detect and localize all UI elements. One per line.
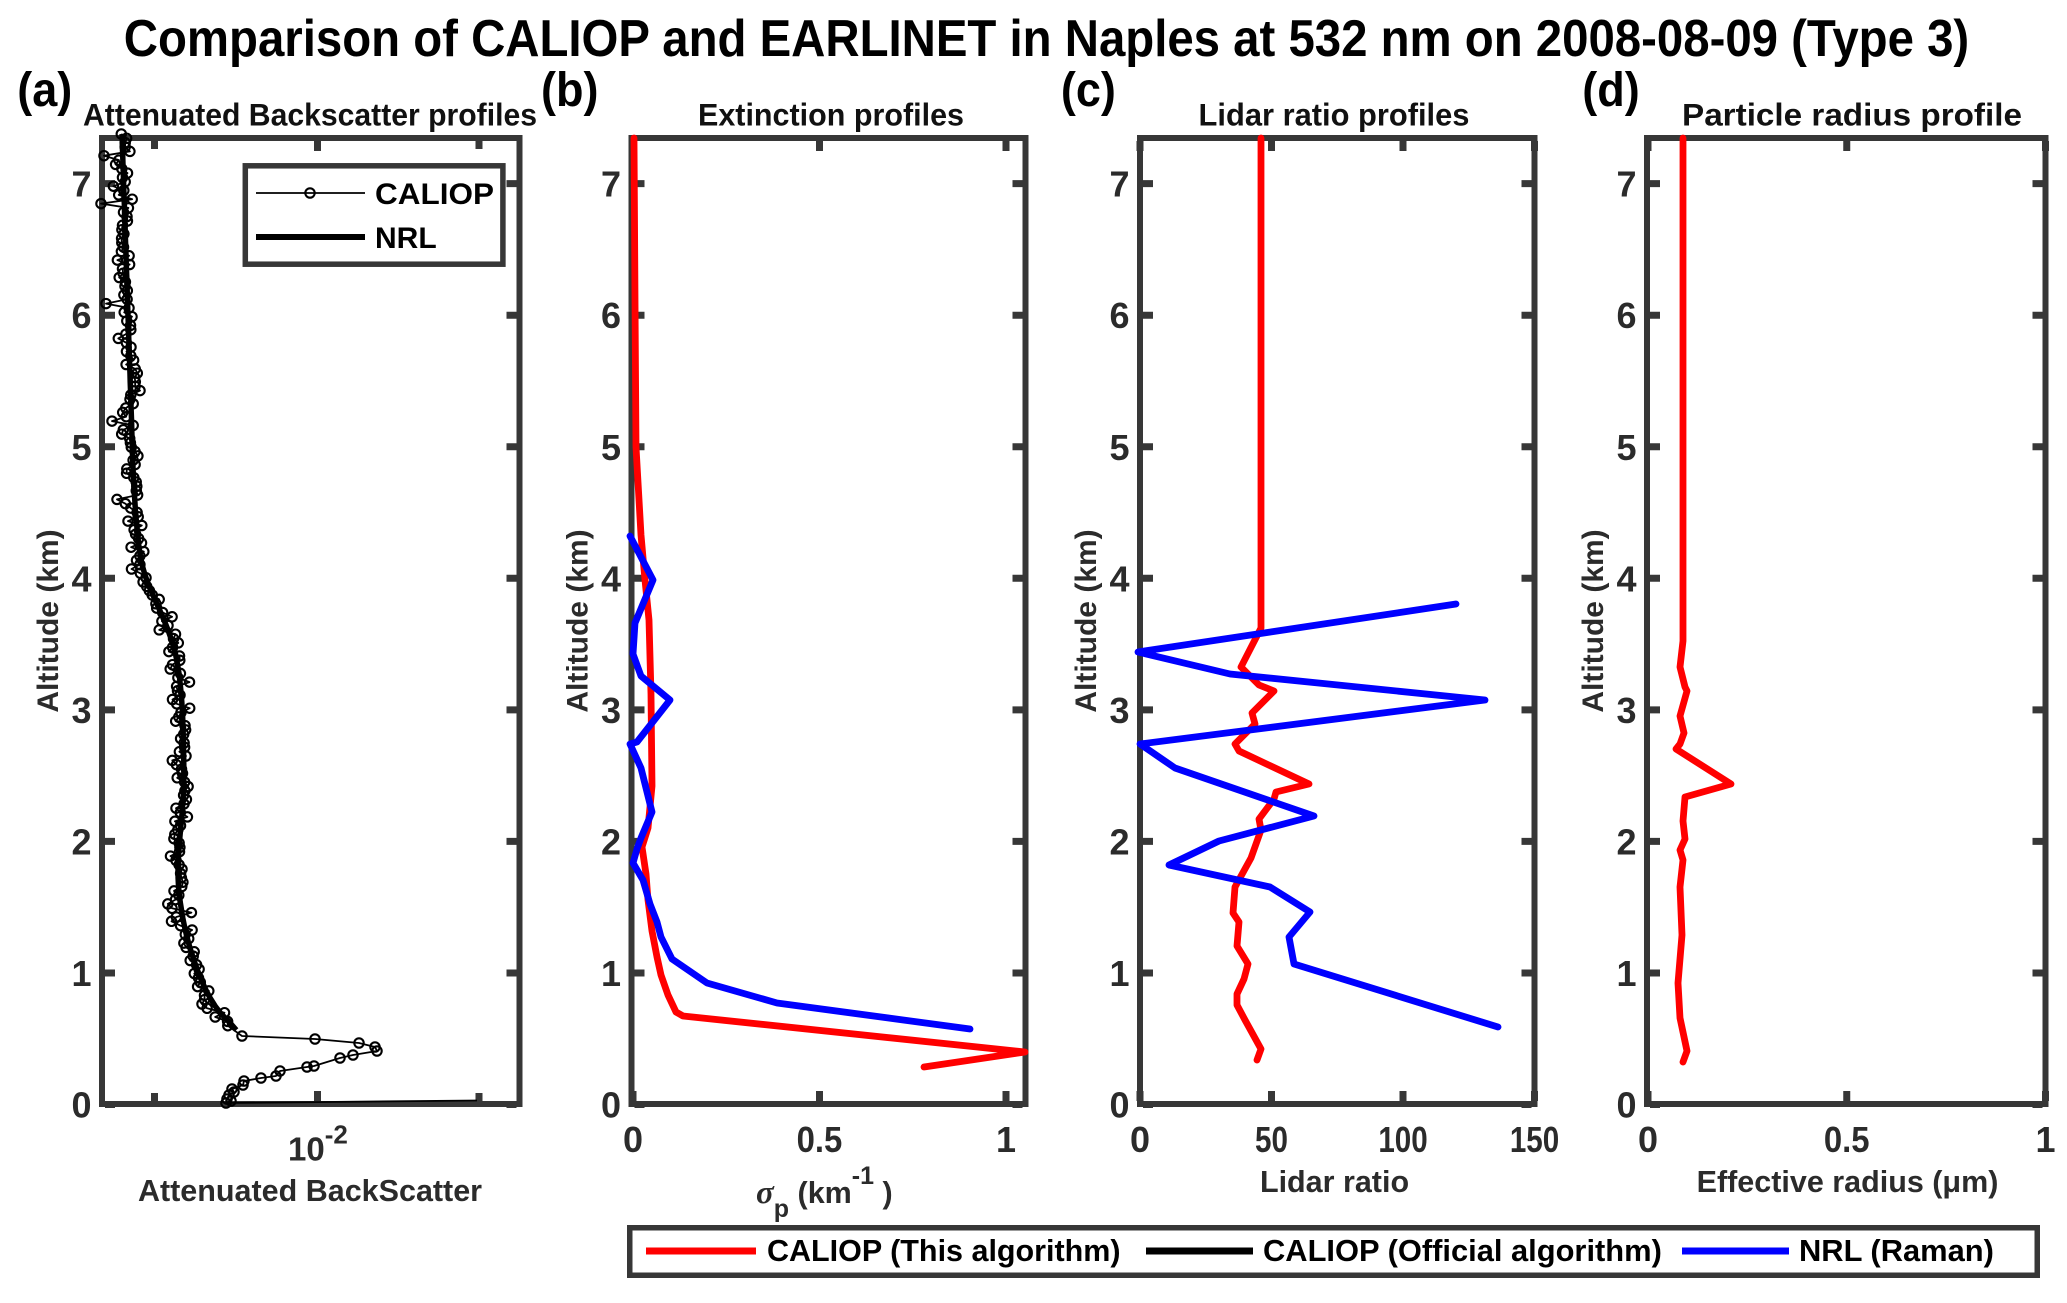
svg-text:(d): (d) bbox=[1582, 63, 1639, 117]
svg-text:σp (km-1 ): σp (km-1 ) bbox=[756, 1162, 893, 1223]
svg-text:6: 6 bbox=[1109, 295, 1129, 336]
svg-text:Altitude (km): Altitude (km) bbox=[1070, 529, 1103, 712]
svg-text:1: 1 bbox=[1109, 953, 1129, 994]
svg-text:0: 0 bbox=[1638, 1119, 1658, 1160]
svg-text:7: 7 bbox=[1109, 164, 1129, 205]
svg-text:Lidar ratio: Lidar ratio bbox=[1260, 1165, 1409, 1199]
svg-text:CALIOP (This algorithm): CALIOP (This algorithm) bbox=[767, 1234, 1121, 1268]
svg-text:3: 3 bbox=[1109, 690, 1129, 731]
svg-text:2: 2 bbox=[71, 821, 91, 862]
svg-text:4: 4 bbox=[601, 558, 621, 599]
svg-text:Altitude (km): Altitude (km) bbox=[32, 529, 65, 712]
svg-text:0.5: 0.5 bbox=[1824, 1121, 1870, 1161]
svg-text:0: 0 bbox=[1130, 1119, 1150, 1160]
svg-text:0.5: 0.5 bbox=[797, 1121, 843, 1161]
svg-text:0: 0 bbox=[623, 1119, 643, 1160]
svg-text:NRL (Raman): NRL (Raman) bbox=[1799, 1233, 1994, 1268]
svg-text:Comparison of CALIOP and EARLI: Comparison of CALIOP and EARLINET in Nap… bbox=[124, 9, 1969, 68]
svg-text:3: 3 bbox=[601, 690, 621, 731]
svg-text:0: 0 bbox=[601, 1085, 621, 1126]
svg-text:100: 100 bbox=[1378, 1119, 1427, 1159]
svg-text:Extinction profiles: Extinction profiles bbox=[698, 97, 964, 133]
svg-text:5: 5 bbox=[71, 427, 91, 468]
svg-text:1: 1 bbox=[71, 953, 91, 994]
svg-text:5: 5 bbox=[1109, 427, 1129, 468]
svg-text:6: 6 bbox=[601, 295, 621, 336]
svg-text:(c): (c) bbox=[1061, 63, 1116, 117]
svg-text:Altitude (km): Altitude (km) bbox=[562, 529, 595, 712]
svg-text:7: 7 bbox=[1616, 164, 1636, 205]
svg-text:1: 1 bbox=[2035, 1119, 2055, 1160]
svg-text:CALIOP (Official algorithm): CALIOP (Official algorithm) bbox=[1263, 1233, 1662, 1268]
svg-text:1: 1 bbox=[601, 953, 621, 994]
svg-text:2: 2 bbox=[1109, 821, 1129, 862]
svg-text:0: 0 bbox=[1109, 1085, 1129, 1126]
svg-text:7: 7 bbox=[71, 164, 91, 205]
svg-text:4: 4 bbox=[1616, 558, 1636, 599]
svg-text:(b): (b) bbox=[541, 63, 598, 117]
svg-text:2: 2 bbox=[601, 821, 621, 862]
svg-text:4: 4 bbox=[1109, 558, 1129, 599]
svg-text:CALIOP: CALIOP bbox=[375, 177, 494, 211]
svg-text:3: 3 bbox=[71, 690, 91, 731]
svg-text:Attenuated Backscatter profile: Attenuated Backscatter profiles bbox=[83, 97, 537, 133]
svg-text:3: 3 bbox=[1616, 690, 1636, 731]
svg-text:NRL: NRL bbox=[375, 222, 437, 255]
svg-text:0: 0 bbox=[71, 1085, 91, 1126]
svg-text:2: 2 bbox=[1616, 821, 1636, 862]
svg-text:Particle radius profile: Particle radius profile bbox=[1682, 97, 2022, 132]
svg-text:6: 6 bbox=[71, 295, 91, 336]
svg-text:1: 1 bbox=[996, 1119, 1016, 1160]
svg-text:Altitude (km): Altitude (km) bbox=[1577, 529, 1610, 712]
svg-text:4: 4 bbox=[71, 558, 91, 599]
svg-text:Effective radius (μm): Effective radius (μm) bbox=[1697, 1165, 1999, 1199]
svg-text:6: 6 bbox=[1616, 295, 1636, 336]
svg-text:5: 5 bbox=[1616, 427, 1636, 468]
svg-text:50: 50 bbox=[1255, 1119, 1288, 1159]
svg-text:150: 150 bbox=[1510, 1119, 1559, 1159]
svg-text:Lidar ratio profiles: Lidar ratio profiles bbox=[1199, 97, 1470, 132]
svg-text:Attenuated BackScatter: Attenuated BackScatter bbox=[138, 1174, 482, 1208]
svg-text:0: 0 bbox=[1616, 1085, 1636, 1126]
svg-text:1: 1 bbox=[1616, 953, 1636, 994]
svg-text:7: 7 bbox=[601, 164, 621, 205]
svg-text:5: 5 bbox=[601, 427, 621, 468]
svg-text:(a): (a) bbox=[17, 63, 72, 117]
